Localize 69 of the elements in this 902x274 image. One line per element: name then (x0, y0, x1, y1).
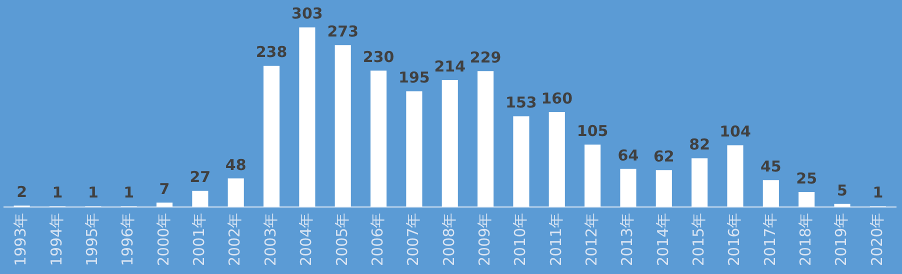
data-label: 104 (720, 122, 751, 141)
x-tick-label: 2014年 (654, 212, 672, 266)
bar (299, 27, 316, 207)
x-tick-label: 2007年 (404, 212, 422, 266)
bar (762, 180, 779, 207)
data-label: 1 (872, 184, 884, 202)
x-tick-label: 2010年 (511, 212, 530, 266)
data-label: 1 (124, 184, 134, 202)
x-tick-label: 1994年 (47, 212, 66, 266)
bar (156, 202, 173, 207)
x-tick-label: 1996年 (118, 212, 137, 266)
bar (478, 71, 494, 207)
x-tick-label: 2003年 (261, 212, 280, 266)
x-tick-label: 2006年 (368, 212, 386, 266)
data-label: 5 (837, 181, 848, 200)
data-label: 64 (618, 146, 639, 164)
data-label: 1 (52, 184, 63, 202)
bar (442, 80, 458, 207)
x-tick-label: 2019年 (832, 212, 850, 266)
x-tick-label: 1995年 (83, 212, 102, 266)
data-label: 27 (190, 168, 211, 186)
x-tick-label: 2000年 (154, 212, 172, 266)
x-tick-label: 2015年 (689, 212, 708, 266)
x-tick-label: 2009年 (475, 212, 494, 266)
x-tick-label: 2012年 (582, 212, 600, 266)
bar (406, 91, 422, 207)
bar (264, 66, 280, 207)
bar (692, 158, 708, 207)
data-label: 1 (88, 184, 98, 202)
x-tick-label: 1993年 (12, 212, 30, 266)
data-label: 2 (16, 183, 28, 202)
bar (798, 192, 815, 207)
bar (656, 170, 672, 207)
data-label: 230 (362, 48, 394, 66)
bar (334, 45, 351, 207)
data-label: 45 (760, 158, 782, 176)
x-tick-label: 2020年 (868, 212, 886, 266)
data-label: 153 (506, 94, 537, 112)
x-tick-label: 2011年 (546, 212, 565, 266)
data-label: 82 (689, 136, 710, 154)
x-tick-label: 2001年 (190, 212, 208, 266)
bar (727, 145, 744, 207)
data-label: 303 (292, 4, 323, 23)
data-label: 105 (576, 122, 608, 140)
bar (548, 112, 565, 207)
bar (370, 70, 387, 207)
x-tick-label: 2017年 (760, 212, 779, 266)
bar (513, 116, 530, 207)
data-label: 48 (225, 156, 246, 174)
bar (584, 144, 601, 207)
bar (620, 168, 636, 207)
x-tick-label: 2002年 (226, 212, 244, 266)
data-label: 7 (159, 180, 170, 198)
bar (228, 178, 244, 207)
x-tick-label: 2013年 (618, 212, 636, 266)
data-label: 62 (653, 147, 674, 166)
data-label: 238 (256, 43, 288, 62)
data-label: 273 (327, 22, 359, 40)
data-label: 160 (541, 89, 573, 108)
data-label: 195 (398, 68, 430, 87)
x-tick-label: 2018年 (796, 212, 814, 266)
x-tick-label: 2005年 (332, 212, 351, 266)
x-tick-label: 2008年 (440, 212, 458, 266)
x-tick-label: 2004年 (297, 212, 316, 266)
bar (192, 190, 208, 207)
data-label: 25 (796, 169, 818, 188)
data-label: 214 (434, 57, 466, 76)
data-label: 229 (470, 48, 502, 67)
x-tick-label: 2016年 (725, 212, 744, 266)
